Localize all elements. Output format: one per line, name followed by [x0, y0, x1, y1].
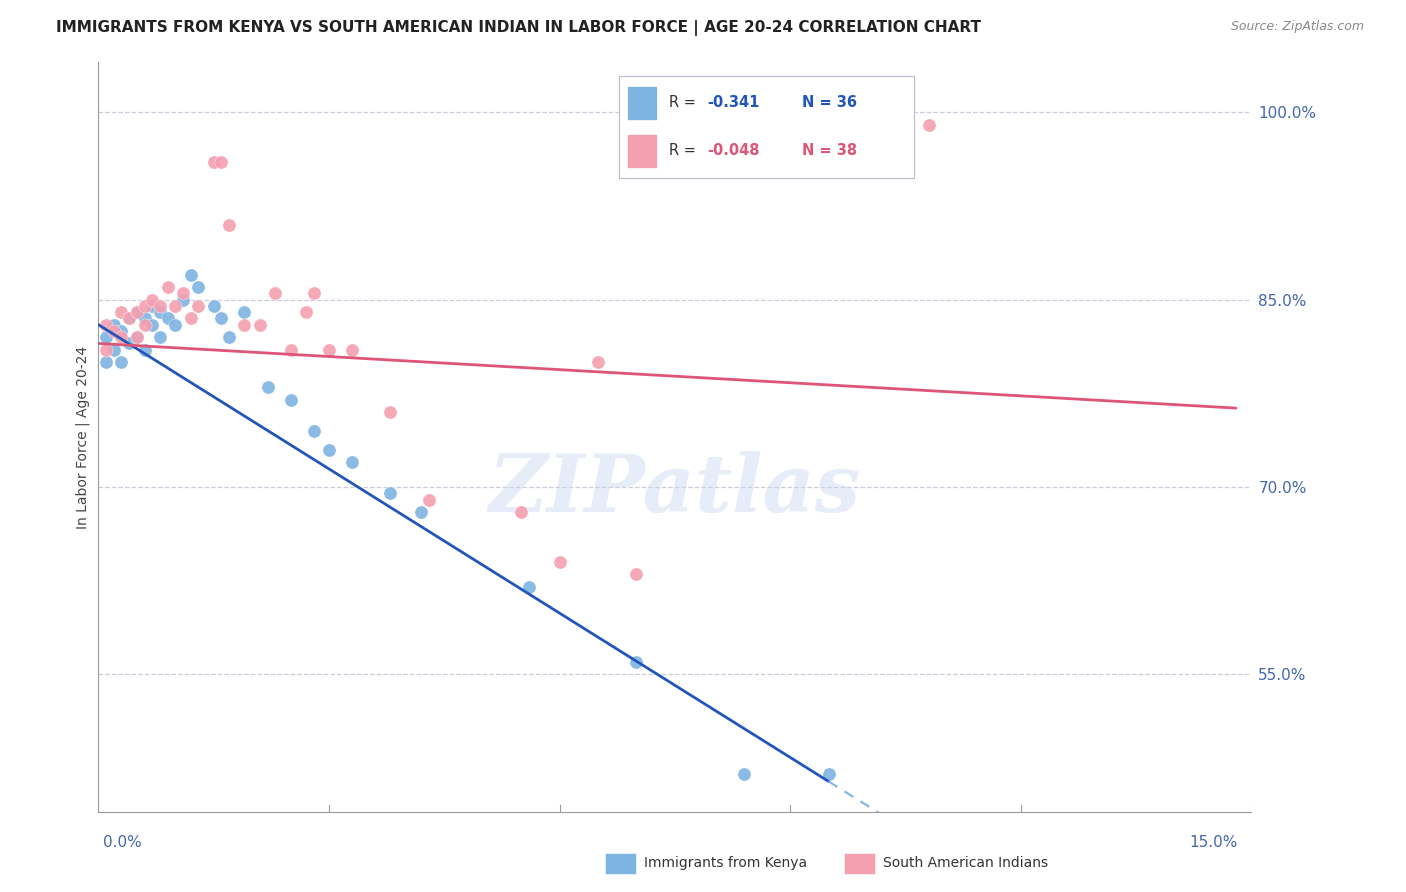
Point: [165, 299, 187, 313]
Point: [103, 324, 125, 338]
Point: [110, 324, 132, 338]
Point: [626, 567, 648, 582]
Text: 15.0%: 15.0%: [1189, 836, 1237, 850]
Point: [156, 280, 179, 294]
Text: R =: R =: [669, 144, 700, 158]
Point: [380, 486, 402, 500]
Point: [256, 380, 278, 394]
Point: [218, 330, 240, 344]
Point: [586, 355, 609, 369]
Point: [149, 305, 172, 319]
Point: [103, 318, 125, 332]
Point: [125, 330, 148, 344]
Point: [165, 318, 187, 332]
Point: [209, 155, 232, 169]
Point: [318, 442, 340, 457]
Point: [125, 305, 148, 319]
Point: [510, 505, 533, 519]
Point: [218, 218, 240, 232]
Point: [94, 343, 117, 357]
Point: [340, 343, 363, 357]
Point: [187, 299, 209, 313]
Point: [141, 318, 163, 332]
Point: [801, 105, 824, 120]
Point: [280, 392, 302, 407]
Point: [110, 305, 132, 319]
Point: [517, 580, 540, 594]
Y-axis label: In Labor Force | Age 20-24: In Labor Force | Age 20-24: [76, 345, 90, 529]
Point: [110, 355, 132, 369]
Text: -0.341: -0.341: [707, 95, 759, 110]
Point: [380, 405, 402, 419]
Point: [917, 118, 939, 132]
Point: [118, 336, 141, 351]
Point: [141, 299, 163, 313]
Point: [134, 311, 156, 326]
Point: [418, 492, 440, 507]
Point: [156, 311, 179, 326]
Point: [202, 299, 225, 313]
Point: [548, 555, 571, 569]
Text: Immigrants from Kenya: Immigrants from Kenya: [644, 856, 807, 871]
Point: [264, 286, 287, 301]
Point: [817, 767, 839, 781]
Point: [172, 286, 194, 301]
Point: [103, 343, 125, 357]
Point: [856, 112, 879, 126]
Point: [141, 293, 163, 307]
Text: IMMIGRANTS FROM KENYA VS SOUTH AMERICAN INDIAN IN LABOR FORCE | AGE 20-24 CORREL: IMMIGRANTS FROM KENYA VS SOUTH AMERICAN …: [56, 20, 981, 36]
Point: [149, 299, 172, 313]
Point: [94, 330, 117, 344]
Point: [118, 311, 141, 326]
Point: [302, 286, 325, 301]
Point: [149, 330, 172, 344]
Bar: [627, 135, 657, 168]
Point: [94, 355, 117, 369]
Point: [733, 767, 755, 781]
Point: [233, 305, 256, 319]
Text: South American Indians: South American Indians: [883, 856, 1047, 871]
Point: [295, 305, 318, 319]
Point: [180, 311, 202, 326]
Point: [249, 318, 271, 332]
Point: [134, 299, 156, 313]
Point: [725, 105, 748, 120]
Point: [233, 318, 256, 332]
Point: [626, 655, 648, 669]
Text: 0.0%: 0.0%: [103, 836, 142, 850]
Point: [125, 305, 148, 319]
Text: Source: ZipAtlas.com: Source: ZipAtlas.com: [1230, 20, 1364, 33]
Point: [187, 280, 209, 294]
Text: -0.048: -0.048: [707, 144, 759, 158]
Point: [134, 318, 156, 332]
Point: [180, 268, 202, 282]
Point: [411, 505, 433, 519]
Point: [340, 455, 363, 469]
Point: [209, 311, 232, 326]
Point: [118, 311, 141, 326]
Point: [202, 155, 225, 169]
Text: N = 38: N = 38: [801, 144, 856, 158]
Point: [172, 293, 194, 307]
Point: [125, 330, 148, 344]
Point: [110, 330, 132, 344]
Point: [134, 343, 156, 357]
Text: R =: R =: [669, 95, 700, 110]
Point: [94, 318, 117, 332]
Text: N = 36: N = 36: [801, 95, 856, 110]
Point: [302, 424, 325, 438]
Point: [280, 343, 302, 357]
Bar: [627, 87, 657, 120]
Point: [318, 343, 340, 357]
Text: ZIPatlas: ZIPatlas: [489, 450, 860, 528]
